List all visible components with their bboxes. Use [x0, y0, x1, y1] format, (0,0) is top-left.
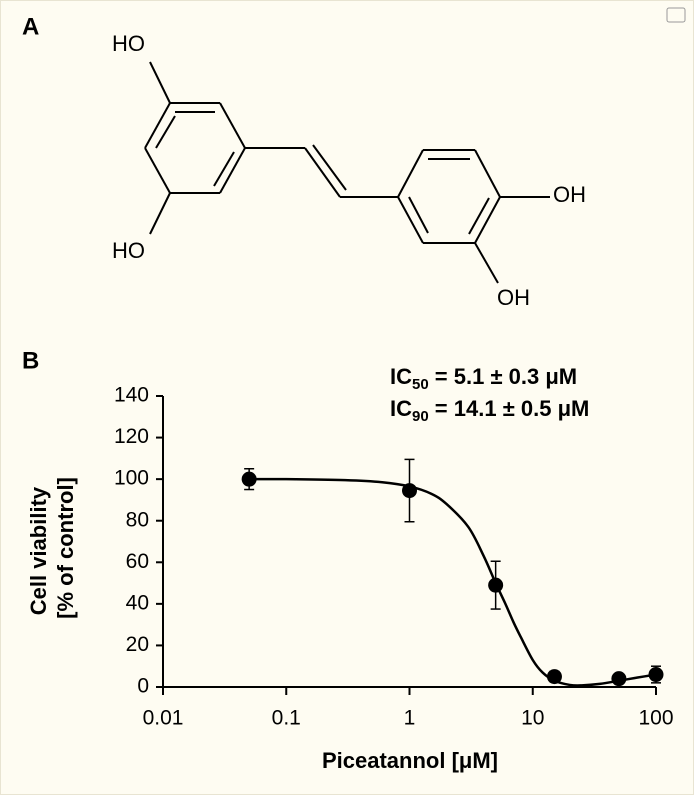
point — [611, 671, 627, 687]
point — [241, 471, 257, 487]
annotation-prefix: IC — [390, 364, 412, 389]
panel-label: A — [22, 13, 39, 40]
y-tick-label: 40 — [126, 591, 149, 614]
annotation-subscript: 50 — [412, 376, 429, 393]
y-tick-label: 60 — [126, 550, 149, 573]
y-tick-label: 0 — [137, 675, 149, 698]
point — [648, 667, 664, 683]
x-tick-label: 0.01 — [143, 707, 184, 730]
point — [488, 577, 504, 593]
group-label: HO — [112, 31, 145, 56]
annotation: IC50 = 5.1 ± 0.3 μM — [390, 364, 577, 393]
y-tick-label: 80 — [126, 508, 149, 531]
x-axis-label: Piceatannol [μM] — [322, 748, 498, 773]
annotation: IC90 = 14.1 ± 0.5 μM — [390, 396, 589, 425]
group-label: OH — [553, 182, 586, 207]
x-tick-label: 10 — [521, 707, 544, 730]
x-tick-label: 0.1 — [272, 707, 301, 730]
y-label-line: Cell viability — [26, 486, 51, 615]
annotation-subscript: 90 — [412, 408, 429, 425]
corner-icon — [666, 7, 686, 23]
y-label-line: [% of control] — [53, 477, 78, 619]
x-tick-label: 100 — [638, 707, 673, 730]
x-tick-label: 1 — [404, 707, 416, 730]
group-label: OH — [497, 285, 530, 310]
annotation-prefix: IC — [390, 396, 412, 421]
point — [546, 669, 562, 685]
annotation-text: = 14.1 ± 0.5 μM — [429, 396, 590, 421]
fit-curve — [249, 477, 657, 687]
y-tick-label: 100 — [114, 467, 149, 490]
annotation-text: = 5.1 ± 0.3 μM — [429, 364, 577, 389]
panel-label: B — [22, 347, 39, 374]
point — [402, 483, 417, 499]
y-tick-label: 140 — [114, 384, 149, 407]
y-tick-label: 120 — [114, 425, 149, 448]
structure — [144, 61, 550, 284]
group-label: HO — [112, 238, 145, 263]
y-axis-label: Cell viability [% of control] — [26, 477, 78, 619]
y-tick-label: 20 — [126, 633, 149, 656]
